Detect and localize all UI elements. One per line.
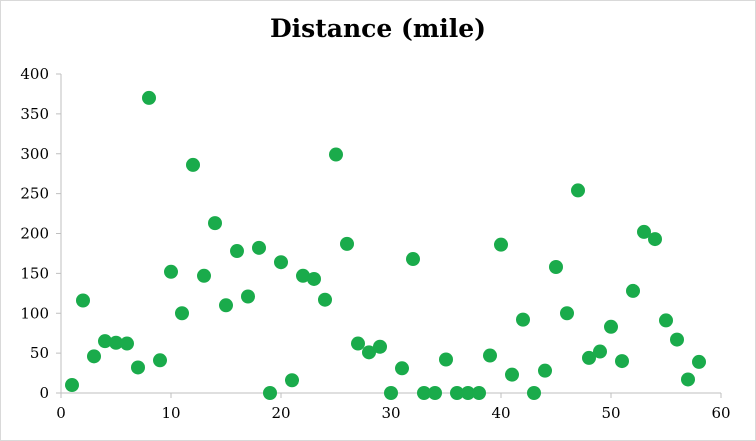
data-point	[252, 240, 266, 255]
data-point	[285, 373, 299, 388]
y-tick-label: 50	[30, 344, 49, 362]
data-point	[659, 313, 673, 328]
data-point	[186, 157, 200, 172]
chart-title: Distance (mile)	[269, 14, 486, 43]
data-point	[626, 283, 640, 298]
x-tick-label: 30	[381, 404, 400, 422]
data-point	[681, 372, 695, 387]
x-tick-label: 20	[271, 404, 290, 422]
x-tick-label: 60	[711, 404, 730, 422]
data-point	[527, 386, 541, 400]
y-tick-label: 0	[39, 384, 49, 402]
data-point	[505, 367, 519, 382]
data-point	[131, 360, 145, 375]
data-point	[571, 183, 585, 198]
data-point	[153, 353, 167, 368]
y-tick-label: 300	[20, 145, 49, 163]
data-point	[329, 147, 343, 162]
data-point	[538, 363, 552, 378]
data-point	[142, 90, 156, 105]
data-points	[65, 90, 706, 400]
axes: 0 50 100 150 200 250 300 350 400 0 10 20 30 40 50 60	[20, 65, 730, 422]
data-point	[296, 268, 310, 283]
data-point	[472, 386, 486, 400]
data-point	[241, 289, 255, 304]
x-tick-label: 10	[161, 404, 180, 422]
y-tick-label: 350	[20, 105, 49, 123]
data-point	[362, 345, 376, 360]
data-point	[351, 336, 365, 351]
data-point	[263, 386, 277, 400]
data-point	[483, 348, 497, 363]
data-point	[208, 216, 222, 231]
data-point	[340, 236, 354, 251]
data-point	[560, 306, 574, 321]
data-point	[395, 361, 409, 376]
data-point	[428, 386, 442, 400]
data-point	[318, 292, 332, 307]
y-tick-label: 400	[20, 65, 49, 83]
data-point	[549, 259, 563, 274]
data-point	[230, 244, 244, 259]
data-point	[516, 312, 530, 327]
y-tick-label: 250	[20, 185, 49, 203]
x-tick-label: 50	[601, 404, 620, 422]
data-point	[76, 293, 90, 308]
data-point	[461, 386, 475, 400]
data-point	[406, 252, 420, 267]
data-point	[197, 268, 211, 283]
data-point	[692, 354, 706, 369]
data-point	[65, 378, 79, 393]
x-tick-label: 0	[56, 404, 66, 422]
data-point	[494, 237, 508, 252]
data-point	[175, 306, 189, 321]
data-point	[450, 386, 464, 400]
data-point	[604, 319, 618, 334]
data-point	[373, 339, 387, 354]
data-point	[120, 336, 134, 351]
data-point	[582, 350, 596, 365]
data-point	[417, 386, 431, 400]
data-point	[219, 298, 233, 313]
data-point	[593, 344, 607, 359]
data-point	[384, 386, 398, 400]
data-point	[439, 352, 453, 367]
data-point	[87, 349, 101, 364]
data-point	[648, 232, 662, 247]
y-tick-label: 150	[20, 264, 49, 282]
data-point	[307, 271, 321, 286]
data-point	[670, 332, 684, 347]
data-point	[615, 354, 629, 369]
x-tick-label: 40	[491, 404, 510, 422]
y-tick-label: 200	[20, 225, 49, 243]
data-point	[109, 335, 123, 350]
y-tick-label: 100	[20, 304, 49, 322]
data-point	[274, 255, 288, 270]
data-point	[637, 224, 651, 239]
data-point	[164, 264, 178, 279]
data-point	[98, 334, 112, 349]
